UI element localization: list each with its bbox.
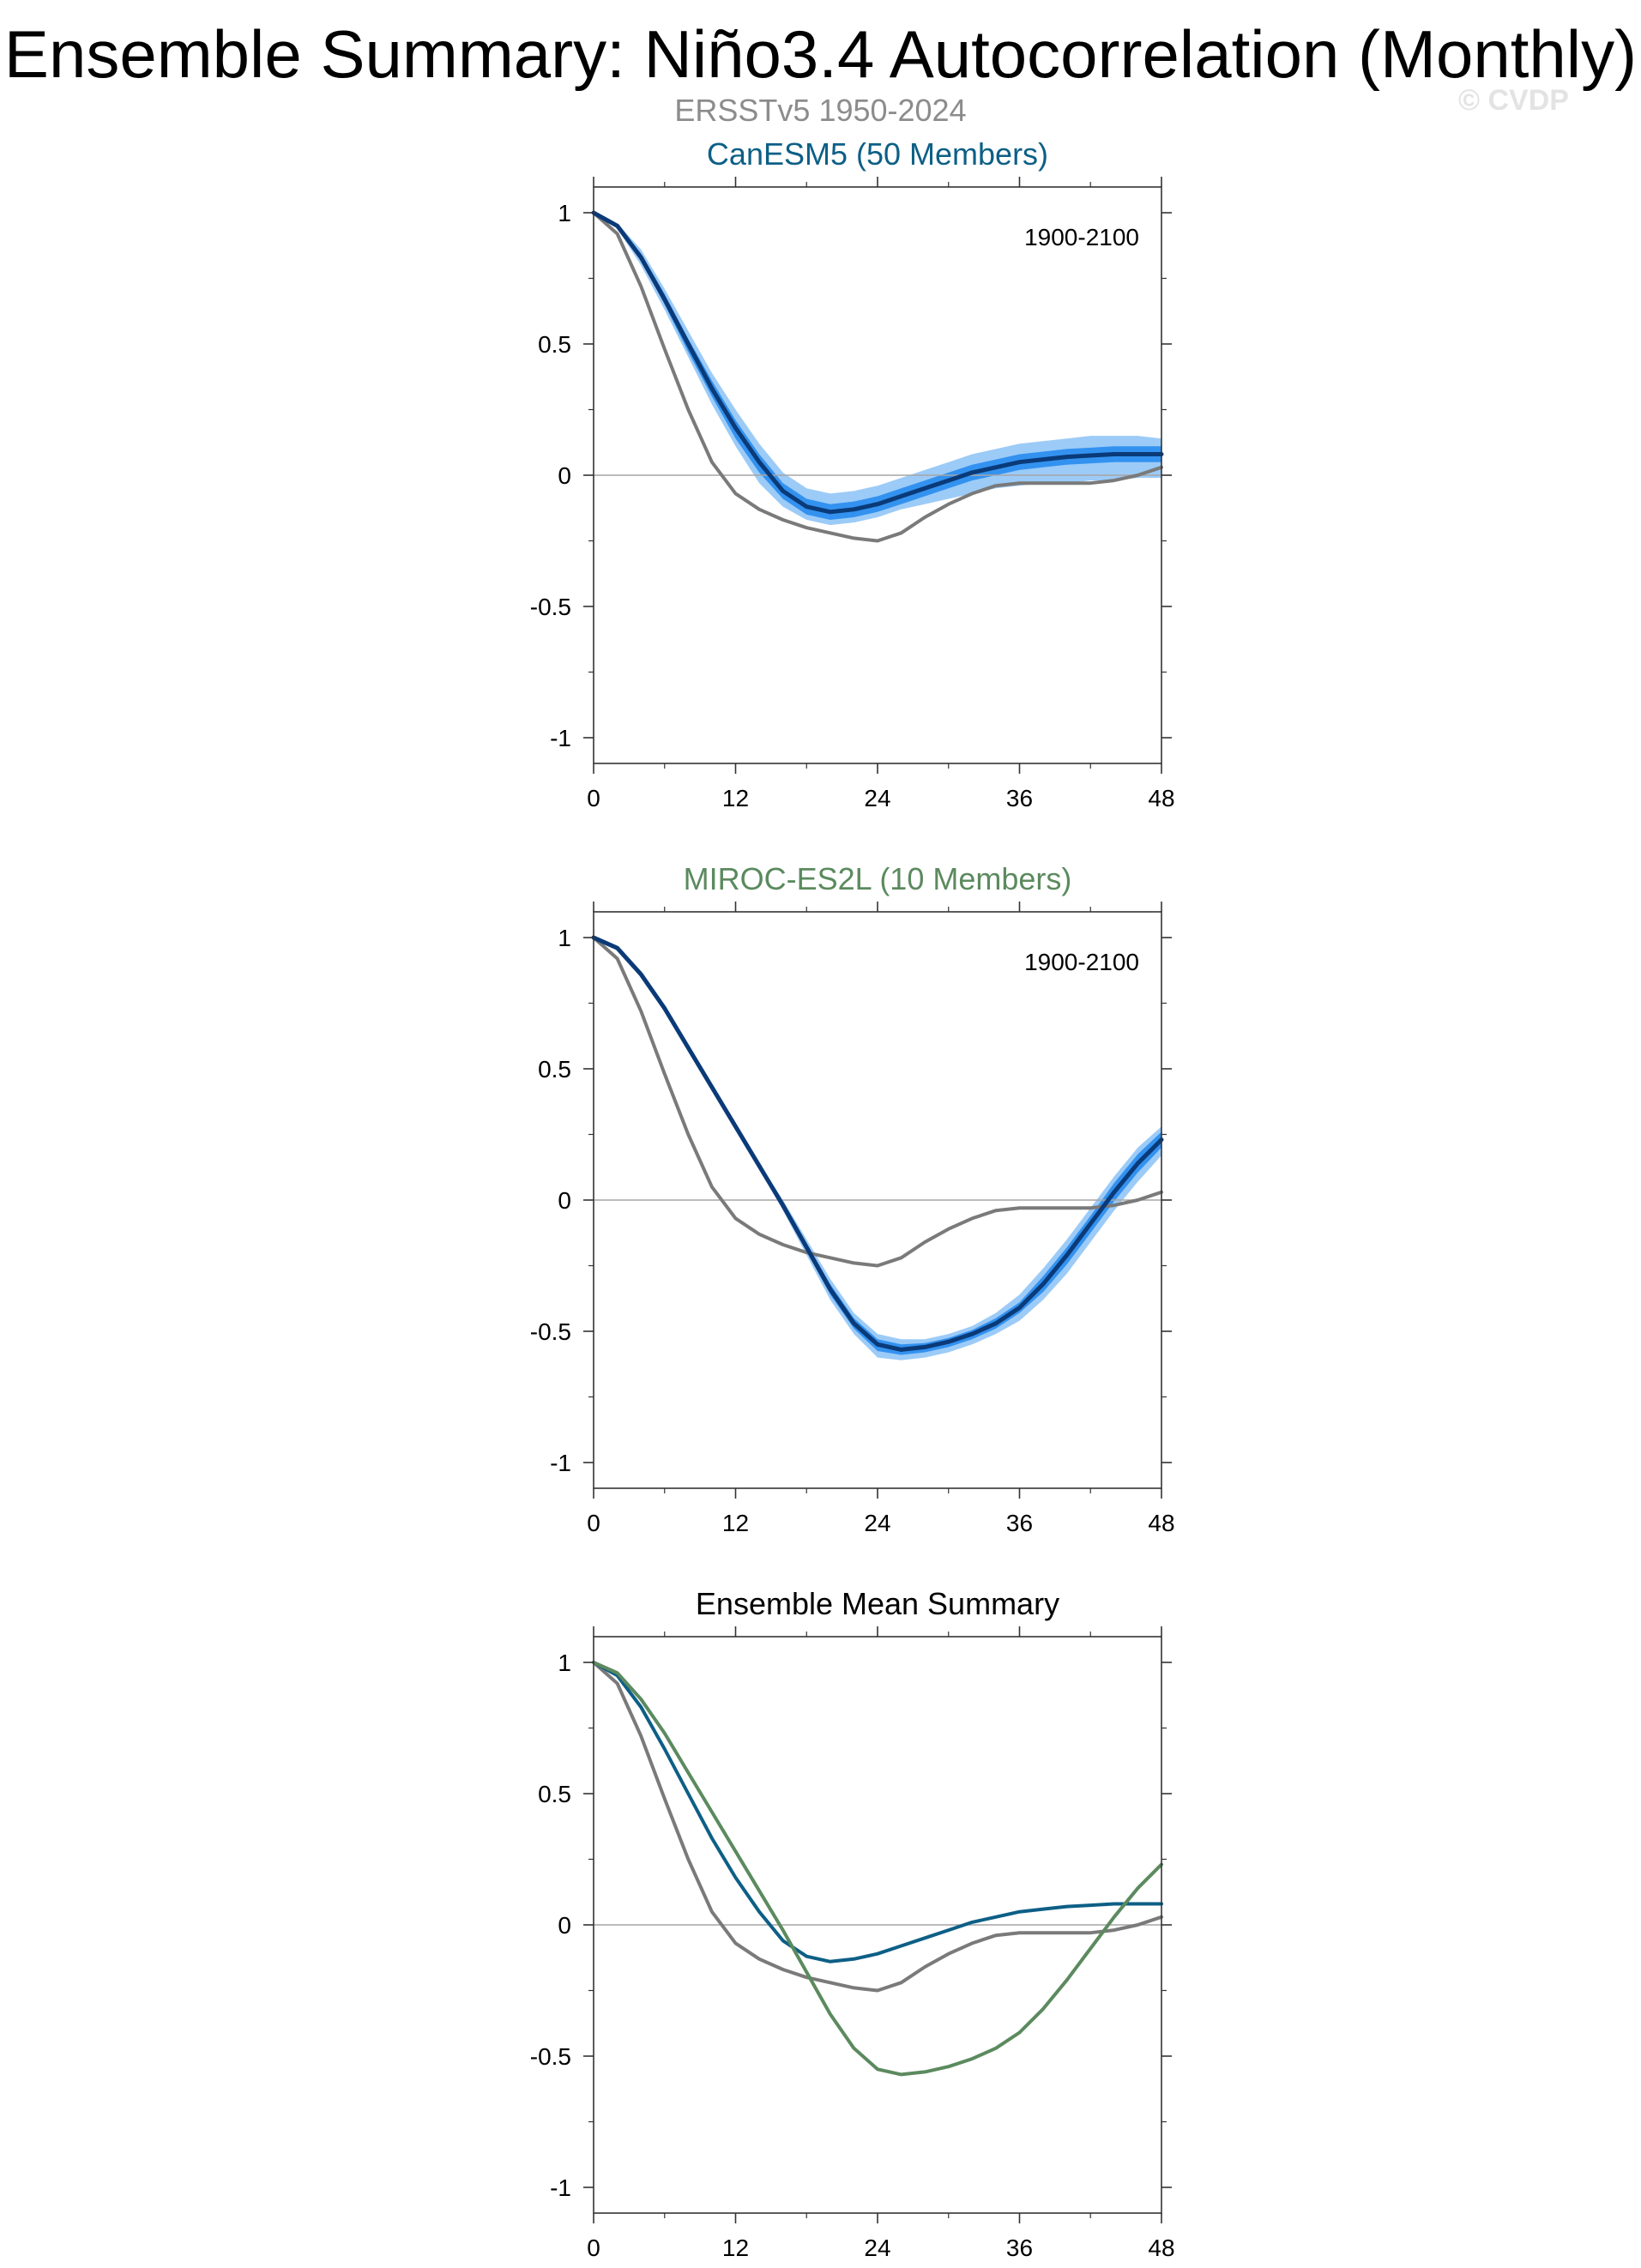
chart-panel-1: CanESM5 (50 Members) 1 0.5 0 -0.5 -1 0 12 24 36 48…	[530, 136, 1175, 811]
x-tick-label: 36	[1006, 2235, 1033, 2261]
y-tick-label: 0.5	[538, 1781, 571, 1807]
x-tick-label: 0	[587, 2235, 600, 2261]
series-line-observed	[592, 1661, 1163, 1993]
y-tick-label: 1	[558, 925, 571, 951]
y-tick-label: -0.5	[530, 594, 571, 620]
y-tick-label: -1	[550, 725, 571, 751]
x-tick-label: 12	[722, 785, 749, 811]
y-tick-label: 1	[558, 200, 571, 226]
y-tick-label: 0	[558, 462, 571, 489]
y-tick-label: 0	[558, 1187, 571, 1214]
series-line-ensemble_mean	[591, 935, 1164, 1352]
chart-panel-2: MIROC-ES2L (10 Members) 1 0.5 0 -0.5 -1 0 12 24 3…	[530, 861, 1175, 1536]
spread-band-outer	[594, 213, 1161, 526]
series-line-canesm5	[592, 1661, 1163, 1963]
panel-title: CanESM5 (50 Members)	[707, 136, 1048, 172]
x-tick-label: 24	[864, 1510, 890, 1536]
page-title: Ensemble Summary: Niño3.4 Autocorrelatio…	[3, 16, 1638, 92]
x-tick-label: 24	[864, 2235, 890, 2261]
x-tick-label: 0	[587, 785, 600, 811]
y-tick-label: 0	[558, 1912, 571, 1939]
watermark: © CVDP	[1458, 84, 1569, 117]
panel-title: MIROC-ES2L (10 Members)	[684, 861, 1072, 896]
y-tick-label: 0.5	[538, 331, 571, 358]
y-tick-label: -0.5	[530, 2043, 571, 2070]
period-label: 1900-2100	[1024, 949, 1139, 975]
series-line-observed	[592, 211, 1163, 543]
x-tick-label: 48	[1148, 2235, 1174, 2261]
x-tick-label: 0	[587, 1510, 600, 1536]
x-tick-label: 24	[864, 785, 890, 811]
spread-band-outer	[594, 938, 1161, 1360]
y-tick-label: 1	[558, 1650, 571, 1676]
x-tick-label: 12	[722, 1510, 749, 1536]
series-line-observed	[592, 936, 1163, 1268]
y-tick-label: -0.5	[530, 1318, 571, 1345]
y-tick-label: -1	[550, 1450, 571, 1476]
y-tick-label: -1	[550, 2175, 571, 2201]
spread-band-inner	[594, 938, 1161, 1355]
x-tick-label: 48	[1148, 785, 1174, 811]
x-tick-label: 36	[1006, 1510, 1033, 1536]
y-tick-label: 0.5	[538, 1056, 571, 1083]
x-tick-label: 36	[1006, 785, 1033, 811]
x-tick-label: 48	[1148, 1510, 1174, 1536]
period-label: 1900-2100	[1024, 224, 1139, 250]
series-line-miroc	[592, 1661, 1163, 2077]
series-line-ensemble_mean	[591, 210, 1164, 515]
chart-panel-3: Ensemble Mean Summary 1 0.5 0 -0.5 -1 0 12 24 36 4…	[530, 1586, 1175, 2261]
panel-title: Ensemble Mean Summary	[696, 1586, 1059, 1621]
x-tick-label: 12	[722, 2235, 749, 2261]
page-subtitle: ERSSTv5 1950-2024	[674, 93, 967, 128]
